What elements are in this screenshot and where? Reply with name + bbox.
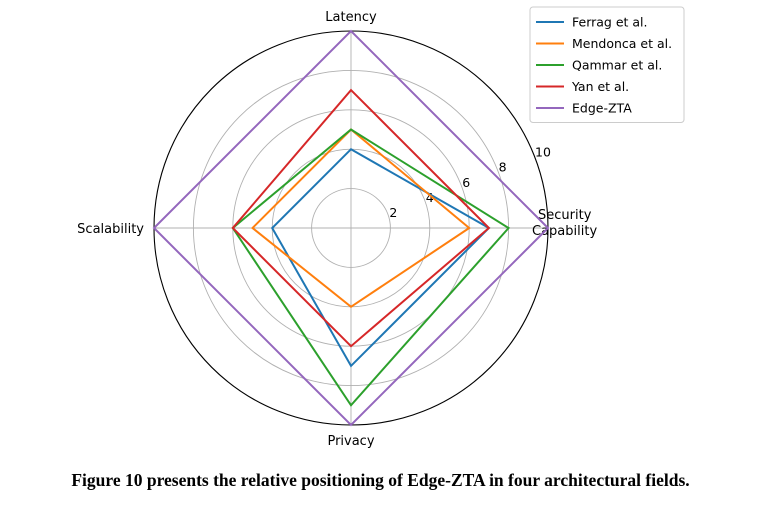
series-line-edge-zta	[152, 29, 550, 427]
series-line-mendonca-et-al	[251, 128, 471, 309]
legend-label: Ferrag et al.	[572, 15, 648, 30]
legend-label: Yan et al.	[571, 79, 629, 94]
series-line-ferrag-et-al	[270, 147, 491, 368]
legend-box	[529, 6, 685, 123]
legend-label: Qammar et al.	[572, 58, 662, 73]
series-line-yan-et-al	[231, 88, 491, 348]
axis-label: Latency	[325, 10, 377, 25]
radial-tick-label: 8	[499, 160, 507, 175]
axis-label: Privacy	[327, 434, 374, 449]
axis-label: Scalability	[77, 222, 144, 237]
series-line-qammar-et-al	[231, 128, 511, 407]
legend-label: Mendonca et al.	[572, 36, 672, 51]
radial-tick-label: 4	[426, 190, 434, 205]
radial-tick-label: 6	[462, 175, 470, 190]
radial-tick-label: 10	[535, 145, 551, 160]
radial-tick-label: 2	[389, 205, 397, 220]
legend-label: Edge-ZTA	[572, 101, 632, 116]
figure-caption: Figure 10 presents the relative position…	[71, 470, 690, 490]
